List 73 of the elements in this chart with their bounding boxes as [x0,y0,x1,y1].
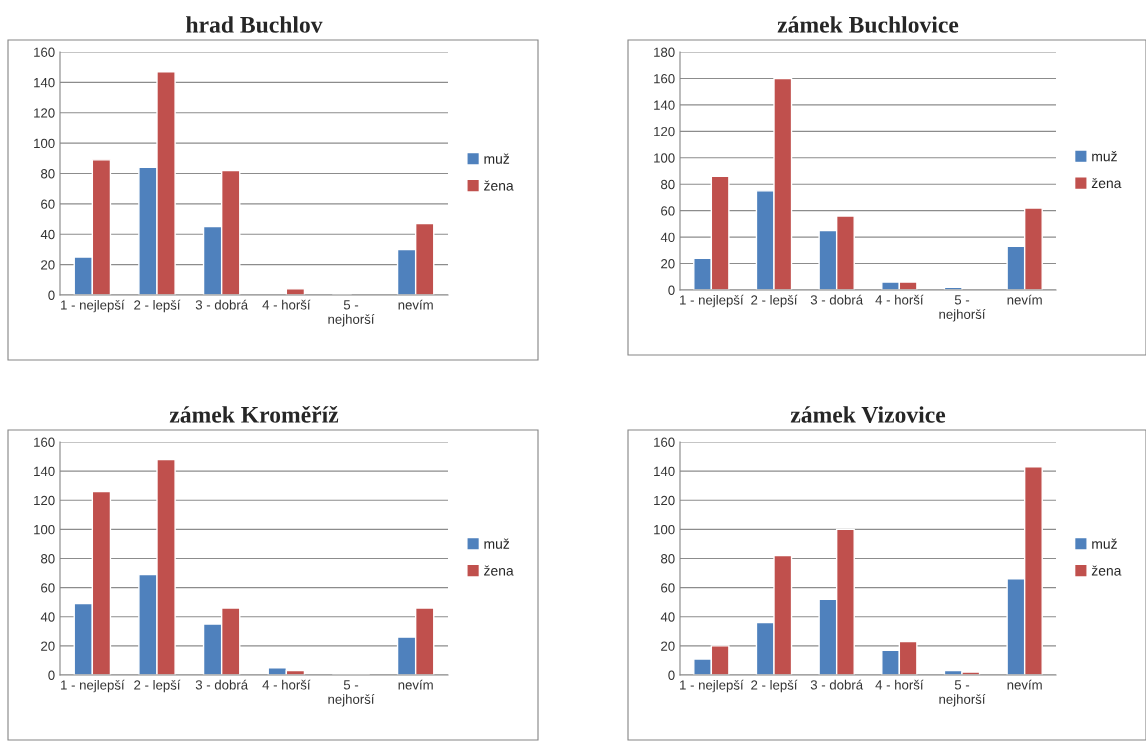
x-tick-label: nevím [1007,294,1042,305]
y-tick-label: 40 [40,229,55,240]
x-tick-label: 3 - dobrá [195,299,249,310]
chart-title: zámek Kroměříž [169,405,339,423]
y-tick-label: 100 [654,524,675,535]
x-tick-label: nevím [1007,679,1042,690]
x-tick-label: 1 - nejlepší [680,294,744,308]
x-tick-label: 1 - nejlepší [680,679,744,693]
y-tick-label: 140 [654,466,675,477]
legend-label: muž [1092,151,1117,162]
y-tick-label: 120 [34,108,55,118]
y-tick-label: 140 [654,100,675,110]
y-tick-label: 100 [34,138,55,149]
y-tick-label: 0 [668,285,675,295]
y-tick-label: 20 [41,260,55,270]
y-tick-label: 40 [660,232,675,243]
y-tick-label: 120 [34,495,55,506]
y-tick-label: 100 [34,524,55,535]
y-tick-label: 60 [41,199,55,209]
y-tick-label: 160 [654,74,675,84]
y-tick-label: 120 [654,495,675,506]
y-tick-label: 160 [654,437,675,447]
x-tick-label: 4 - horší [262,299,311,310]
y-tick-label: 80 [41,169,55,179]
y-tick-label: 40 [660,612,675,622]
legend-label: muž [484,153,510,164]
chart-title: hrad Buchlov [186,16,323,33]
x-tick-label: 4 - horší [875,294,924,305]
chart-title: zámek Vizovice [790,406,946,423]
legend-label: žena [484,180,514,191]
y-tick-label: 0 [48,290,55,300]
y-tick-label: 140 [34,466,55,477]
y-tick-label: 20 [661,641,675,651]
x-tick-label: 1 - nejlepší [61,299,125,313]
legend-label: žena [1091,177,1122,189]
x-tick-label: 5 - nejhorší [939,295,986,322]
x-tick-label: 5 - nejhorší [328,300,375,327]
x-tick-label: 5 - nejhorší [328,680,375,707]
x-tick-label: 2 - lepší [134,679,181,693]
x-tick-label: 2 - lepší [751,679,798,693]
x-tick-label: nevím [398,679,433,690]
legend-label: žena [1091,565,1122,576]
legend-label: žena [484,565,514,576]
y-tick-label: 80 [661,179,675,190]
y-tick-label: 100 [654,153,675,163]
legend-label: muž [1092,538,1117,549]
y-tick-label: 20 [661,259,675,269]
y-tick-label: 80 [661,554,675,564]
y-tick-label: 20 [41,641,55,651]
x-tick-label: 1 - nejlepší [61,679,125,693]
y-tick-label: 180 [654,47,675,57]
y-tick-label: 120 [654,126,675,137]
x-tick-label: 2 - lepší [751,294,798,308]
x-tick-label: 3 - dobrá [810,679,864,690]
y-tick-label: 160 [34,437,55,447]
x-tick-label: 3 - dobrá [195,679,249,690]
y-tick-label: 140 [34,77,55,88]
x-tick-label: 4 - horší [262,679,311,690]
y-tick-label: 80 [41,554,55,564]
x-tick-label: 2 - lepší [134,299,181,313]
y-tick-label: 60 [661,583,675,593]
y-tick-label: 40 [40,612,55,622]
y-tick-label: 60 [661,206,675,216]
y-tick-label: 160 [34,47,55,57]
x-tick-label: 5 - nejhorší [939,680,986,707]
y-tick-label: 60 [41,583,55,593]
y-tick-label: 0 [668,670,675,680]
x-tick-label: nevím [398,299,433,310]
y-tick-label: 0 [48,670,55,680]
x-tick-label: 3 - dobrá [810,294,864,305]
legend-label: muž [484,538,510,549]
chart-title: zámek Buchlovice [777,16,959,33]
x-tick-label: 4 - horší [875,679,924,690]
